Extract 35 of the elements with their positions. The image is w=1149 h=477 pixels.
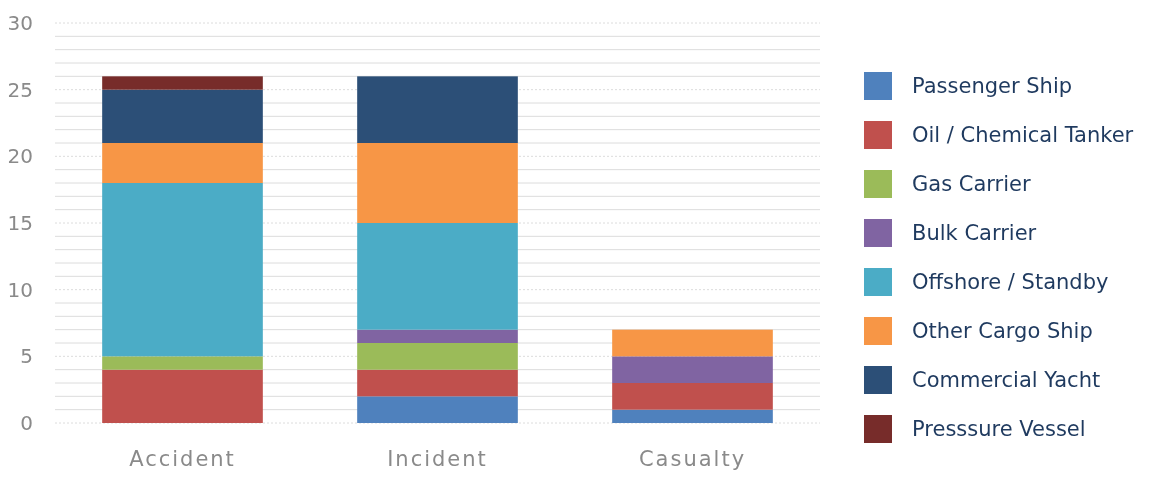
bar: [102, 183, 263, 357]
bar: [102, 369, 263, 423]
bar: [612, 383, 773, 410]
bar: [357, 343, 518, 370]
bar: [357, 143, 518, 223]
legend-label: Offshore / Standby: [912, 270, 1109, 295]
bar: [612, 409, 773, 423]
y-tick-label: 0: [20, 411, 33, 435]
y-tick-label: 30: [7, 11, 33, 35]
bar: [357, 396, 518, 423]
legend-label: Bulk Carrier: [912, 221, 1037, 246]
legend-label: Gas Carrier: [912, 172, 1031, 197]
bar: [612, 356, 773, 383]
bar: [102, 143, 263, 183]
y-tick-label: 5: [20, 344, 33, 369]
bar: [357, 223, 518, 330]
bar: [102, 76, 263, 90]
x-tick-label: Incident: [387, 447, 488, 471]
legend-label: Passenger Ship: [912, 74, 1073, 99]
y-tick-label: 10: [7, 277, 33, 302]
bar: [102, 356, 263, 370]
legend-label: Presssure Vessel: [912, 417, 1086, 442]
legend-label: Commercial Yacht: [912, 368, 1101, 393]
x-tick-label: Casualty: [638, 447, 747, 471]
bar: [102, 89, 263, 143]
y-tick-label: 25: [7, 77, 33, 102]
legend-label: Other Cargo Ship: [912, 319, 1093, 344]
bar: [357, 76, 518, 143]
bar: [612, 329, 773, 357]
legend-label: Oil / Chemical Tanker: [912, 123, 1134, 148]
bar: [357, 369, 518, 397]
y-tick-label: 20: [7, 144, 33, 169]
y-tick-label: 15: [7, 211, 33, 235]
x-tick-label: Accident: [129, 447, 236, 471]
bar: [357, 329, 518, 343]
